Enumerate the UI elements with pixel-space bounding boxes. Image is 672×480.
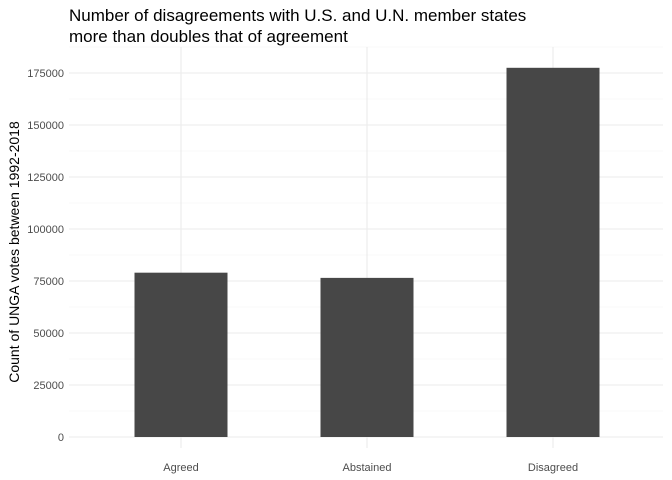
bar-disagreed xyxy=(506,67,600,438)
x-tick-label: Agreed xyxy=(163,462,198,474)
chart-title-line-2: more than doubles that of agreement xyxy=(69,27,348,46)
y-tick-label: 75000 xyxy=(33,276,64,288)
bar-agreed xyxy=(134,272,228,437)
y-tick-label: 50000 xyxy=(33,328,64,340)
bars xyxy=(134,67,600,438)
y-axis-ticks: 0 25000 50000 75000 100000 125000 150000 175000 xyxy=(27,68,64,444)
chart-title: Number of disagreements with U.S. and U.… xyxy=(69,5,526,47)
x-axis-ticks: Agreed Abstained Disagreed xyxy=(163,462,578,474)
y-axis-title: Count of UNGA votes between 1992-2018 xyxy=(6,121,22,383)
y-tick-label: 0 xyxy=(58,432,64,444)
y-tick-label: 100000 xyxy=(27,224,64,236)
bar-abstained xyxy=(320,277,414,437)
y-tick-label: 125000 xyxy=(27,172,64,184)
x-tick-label: Abstained xyxy=(343,462,392,474)
x-tick-label: Disagreed xyxy=(528,462,578,474)
y-tick-label: 25000 xyxy=(33,380,64,392)
y-tick-label: 150000 xyxy=(27,120,64,132)
y-tick-label: 175000 xyxy=(27,68,64,80)
chart-title-line-1: Number of disagreements with U.S. and U.… xyxy=(69,6,527,25)
